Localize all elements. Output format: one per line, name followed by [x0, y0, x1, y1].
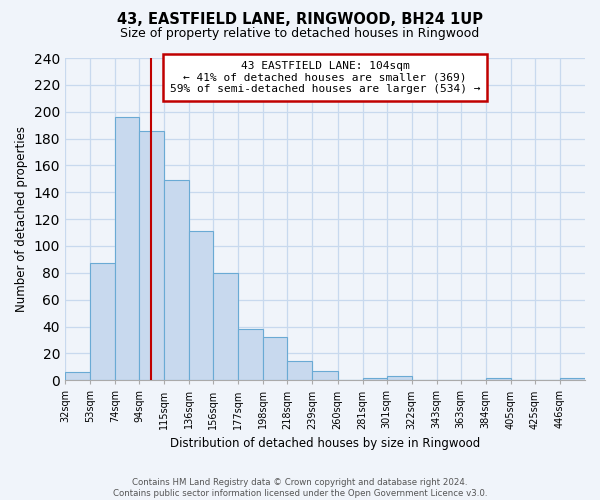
Bar	[189, 231, 213, 380]
Bar	[362, 378, 386, 380]
Bar	[238, 329, 263, 380]
Bar	[313, 371, 338, 380]
X-axis label: Distribution of detached houses by size in Ringwood: Distribution of detached houses by size …	[170, 437, 480, 450]
Bar	[65, 372, 90, 380]
Y-axis label: Number of detached properties: Number of detached properties	[15, 126, 28, 312]
Text: 43, EASTFIELD LANE, RINGWOOD, BH24 1UP: 43, EASTFIELD LANE, RINGWOOD, BH24 1UP	[117, 12, 483, 28]
Bar	[486, 378, 511, 380]
Bar	[560, 378, 585, 380]
Text: 43 EASTFIELD LANE: 104sqm
← 41% of detached houses are smaller (369)
59% of semi: 43 EASTFIELD LANE: 104sqm ← 41% of detac…	[170, 60, 480, 94]
Bar	[115, 117, 139, 380]
Bar	[139, 130, 164, 380]
Text: Size of property relative to detached houses in Ringwood: Size of property relative to detached ho…	[121, 28, 479, 40]
Bar	[213, 273, 238, 380]
Bar	[386, 376, 412, 380]
Bar	[287, 362, 313, 380]
Text: Contains HM Land Registry data © Crown copyright and database right 2024.
Contai: Contains HM Land Registry data © Crown c…	[113, 478, 487, 498]
Bar	[90, 264, 115, 380]
Bar	[164, 180, 189, 380]
Bar	[263, 338, 287, 380]
